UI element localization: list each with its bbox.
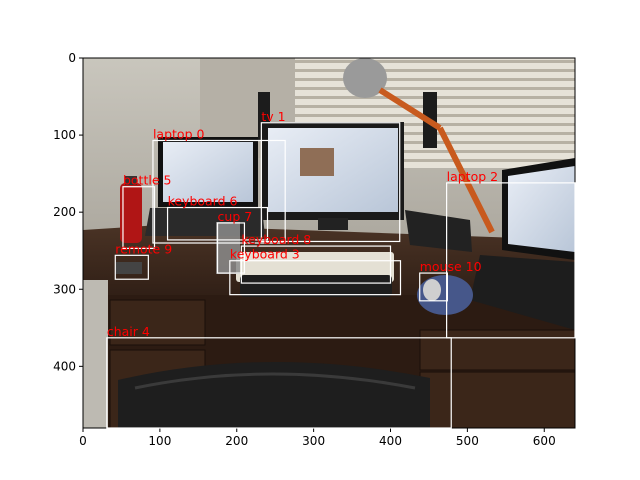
detection-box [260,122,401,243]
detection-label: keyboard 6 [168,194,238,209]
x-tick-label: 100 [148,434,171,448]
x-tick-label: 0 [79,434,87,448]
x-tick-label: 400 [379,434,402,448]
y-tick-label: 0 [68,51,76,65]
detection-box [216,222,246,274]
y-tick-label: 300 [53,282,76,296]
detection-box [114,254,149,280]
red-bottle [120,183,142,243]
desk-phone [405,210,472,252]
x-tick-label: 600 [533,434,556,448]
detection-boxes: tv 1 laptop 0 laptop 2 bottle 5 keyboard 6cu… [106,109,576,429]
detection-label: tv 1 [261,109,285,124]
mouse [423,279,441,301]
detection-label: cup 7 [218,209,253,224]
detection-box [446,182,576,339]
x-tick-label: 200 [225,434,248,448]
remote [116,262,142,274]
detection-label: laptop 0 [153,126,205,141]
detection-box [106,337,452,429]
x-axis: 0 100 200 300 400 500 600 [79,428,556,448]
detection-box [152,139,286,244]
detection-label: laptop 2 [447,169,498,184]
y-tick-label: 200 [53,205,76,219]
detection-box [229,260,402,296]
y-tick-label: 100 [53,128,76,142]
detection-label: bottle 5 [123,173,171,188]
detection-label: keyboard 8 [241,232,311,247]
detection-label: remote 9 [115,241,172,256]
detection-box [419,272,448,302]
desk-lamp [343,58,387,98]
y-tick-label: 400 [53,359,76,373]
y-axis: 0 100 200 300 400 [53,51,83,373]
detection-box [240,245,392,284]
office-chair [118,361,430,428]
x-tick-label: 500 [456,434,479,448]
detection-box [122,186,156,249]
detection-label: mouse 10 [420,259,482,274]
detection-label: keyboard 3 [230,247,300,262]
desk-photo [83,58,575,428]
keyboard-white [236,252,394,282]
x-tick-label: 300 [302,434,325,448]
keyboard-black [240,275,392,297]
detection-label: chair 4 [107,324,150,339]
cup [216,222,240,274]
